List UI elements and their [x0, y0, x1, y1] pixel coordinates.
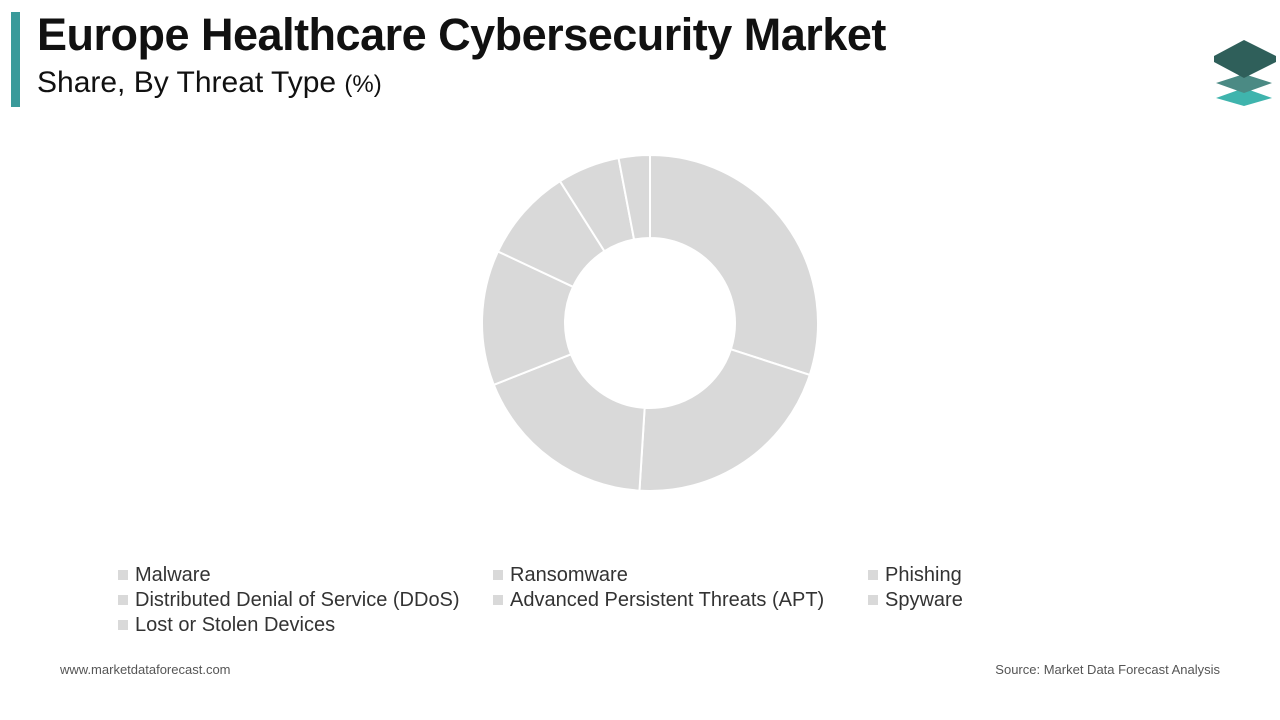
layers-stack-icon [1214, 40, 1276, 106]
subtitle-text: Share, By Threat Type [37, 66, 337, 99]
legend-label: Distributed Denial of Service (DDoS) [135, 588, 460, 611]
legend-label: Malware [135, 563, 211, 586]
website-url: www.marketdataforecast.com [60, 662, 231, 677]
legend-item: Ransomware [493, 564, 868, 586]
legend-item: Advanced Persistent Threats (APT) [493, 589, 868, 611]
legend-label: Ransomware [510, 563, 628, 586]
legend-item: Distributed Denial of Service (DDoS) [118, 589, 493, 611]
donut-slice-malware [649, 153, 819, 377]
legend-swatch [868, 595, 878, 605]
legend-label: Lost or Stolen Devices [135, 613, 336, 636]
legend-swatch [118, 595, 128, 605]
legend-item: Phishing [868, 564, 1018, 586]
legend-swatch [493, 595, 503, 605]
logo-layer-middle [1216, 74, 1272, 93]
donut-slice-lost-or-stolen-devices [617, 153, 651, 241]
logo-layer-bottom [1216, 88, 1272, 106]
legend-label: Advanced Persistent Threats (APT) [510, 588, 825, 611]
donut-slice-phishing [492, 352, 646, 492]
legend-item: Spyware [868, 589, 1018, 611]
title-accent-bar [11, 12, 20, 107]
chart-title: Europe Healthcare Cybersecurity Market [37, 9, 886, 60]
source-note: Source: Market Data Forecast Analysis [995, 662, 1220, 677]
donut-chart [481, 153, 819, 492]
subtitle-unit: (%) [344, 71, 382, 98]
chart-subtitle: Share, By Threat Type (%) [37, 64, 382, 104]
legend-item: Malware [118, 564, 493, 586]
legend-swatch [493, 570, 503, 580]
legend-label: Spyware [885, 588, 963, 611]
donut-slice-ransomware [638, 348, 812, 492]
legend-swatch [118, 620, 128, 630]
legend-swatch [118, 570, 128, 580]
legend-item: Lost or Stolen Devices [118, 614, 493, 636]
legend-swatch [868, 570, 878, 580]
logo-layer-top [1214, 40, 1276, 78]
legend-label: Phishing [885, 563, 962, 586]
chart-legend: Malware Ransomware Phishing Distributed Den… [118, 564, 1018, 636]
